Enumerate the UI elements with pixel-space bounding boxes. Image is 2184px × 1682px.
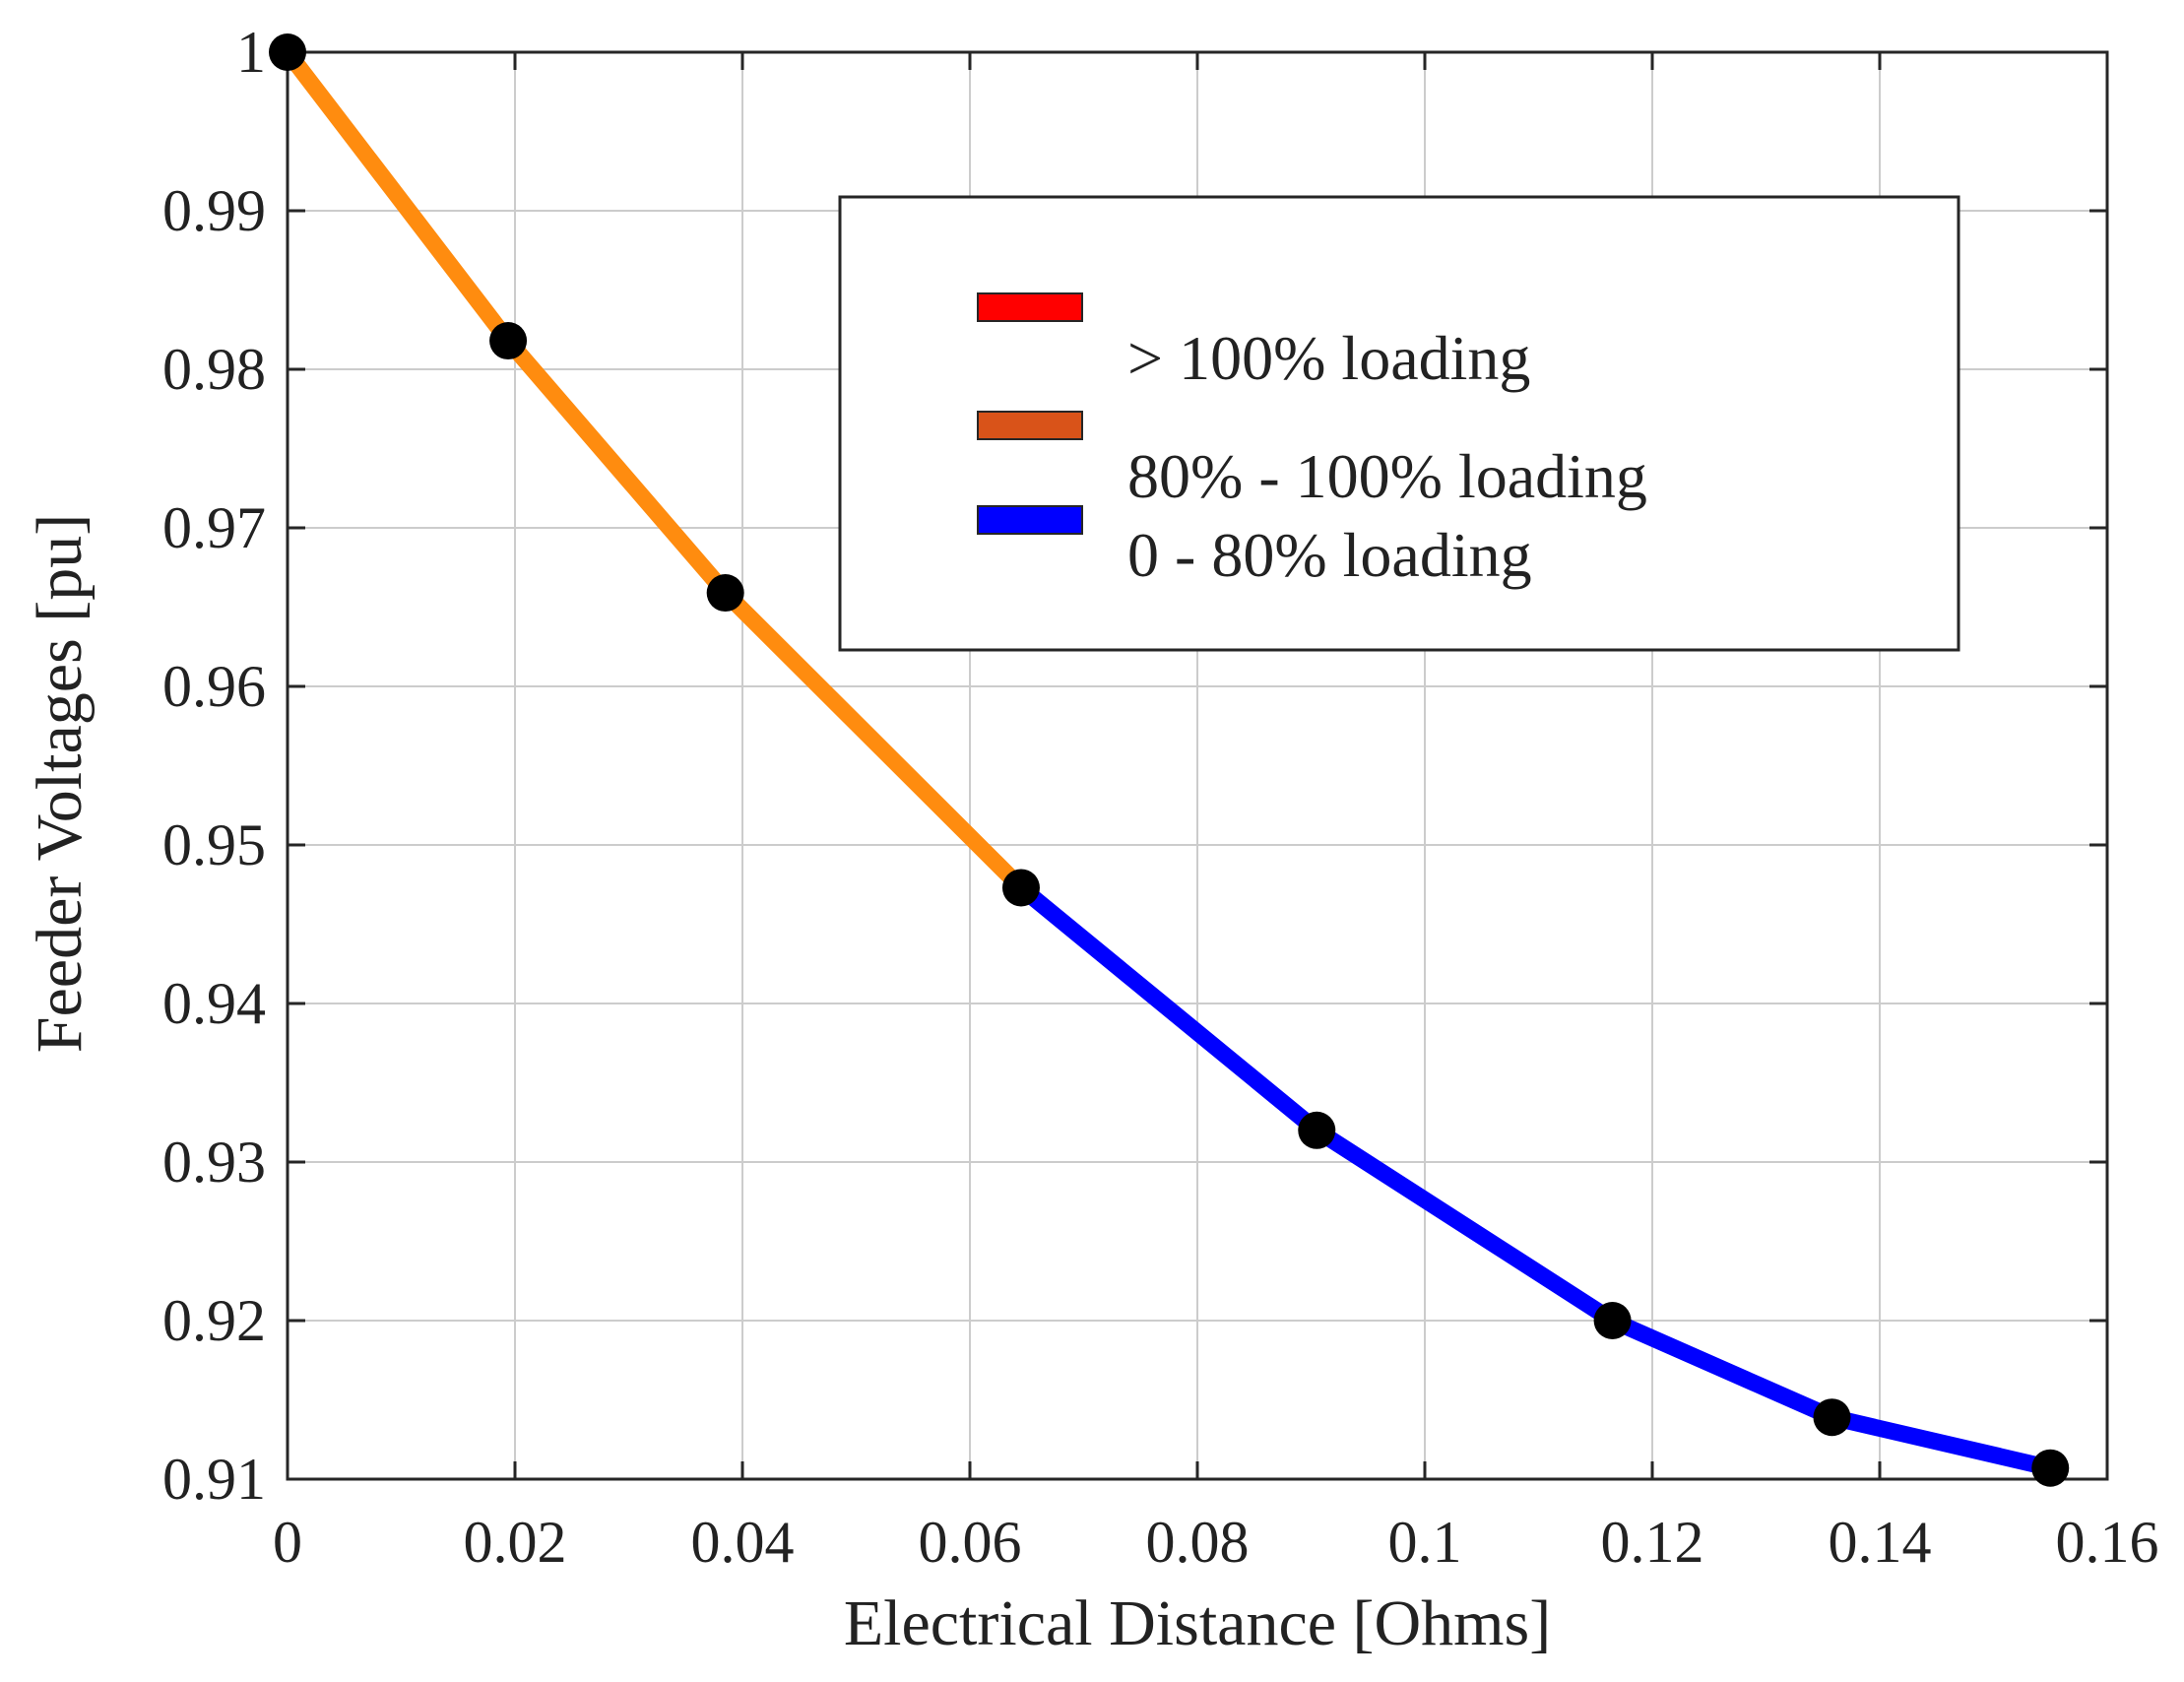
data-point [1593, 1302, 1632, 1339]
line-segment [1604, 1312, 1840, 1426]
y-tick-label: 0.98 [162, 337, 266, 402]
y-tick-label: 0.92 [162, 1288, 266, 1353]
y-tick-label: 0.95 [162, 812, 266, 877]
x-tick-label: 0.1 [1388, 1510, 1462, 1575]
legend: > 100% loading 80% - 100% loading 0 - 80% … [838, 195, 1960, 652]
line-segment [717, 584, 1030, 896]
line-segment [1823, 1408, 2059, 1477]
legend-label: > 100% loading [1127, 323, 1530, 393]
y-tick-label: 1 [236, 20, 266, 85]
legend-swatch [977, 411, 1083, 440]
data-point [2031, 1449, 2070, 1487]
legend-swatch [977, 505, 1083, 535]
x-axis-label: Electrical Distance [Ohms] [844, 1587, 1551, 1659]
x-tick-label: 0 [273, 1510, 302, 1575]
data-point [1001, 869, 1040, 907]
x-tick-label: 0.06 [919, 1510, 1022, 1575]
line-segment [499, 332, 735, 602]
y-tick-label: 0.94 [162, 971, 266, 1036]
series-voltage [279, 43, 2059, 1477]
y-tick-label: 0.99 [162, 178, 266, 243]
y-tick-label: 0.93 [162, 1130, 266, 1195]
x-tick-label: 0.04 [691, 1510, 795, 1575]
line-segment [1012, 878, 1325, 1139]
x-tick-label: 0.16 [2056, 1510, 2159, 1575]
x-tick-label: 0.14 [1829, 1510, 1932, 1575]
data-point [1813, 1398, 1851, 1437]
data-point [489, 322, 528, 360]
y-tick-label: 0.96 [162, 654, 266, 719]
data-point [1298, 1111, 1336, 1149]
x-tick-label: 0.02 [464, 1510, 567, 1575]
legend-label: 0 - 80% loading [1127, 520, 1532, 590]
y-tick-label: 0.97 [162, 495, 266, 560]
x-tick-label: 0.12 [1601, 1510, 1704, 1575]
line-segment [1308, 1122, 1622, 1329]
legend-swatch [977, 292, 1083, 322]
x-tick-label: 0.08 [1146, 1510, 1250, 1575]
data-point [706, 574, 744, 613]
axis-ticks: 0 0.02 0.04 0.06 0.08 0.1 0.12 0.14 0.16 0.91 0.92… [162, 20, 2159, 1575]
y-tick-label: 0.91 [162, 1447, 266, 1512]
legend-label: 80% - 100% loading [1127, 441, 1647, 511]
data-point [269, 33, 306, 71]
data-markers [269, 33, 2070, 1487]
y-axis-label: Feeder Voltages [pu] [24, 514, 96, 1053]
line-segment [279, 43, 517, 350]
